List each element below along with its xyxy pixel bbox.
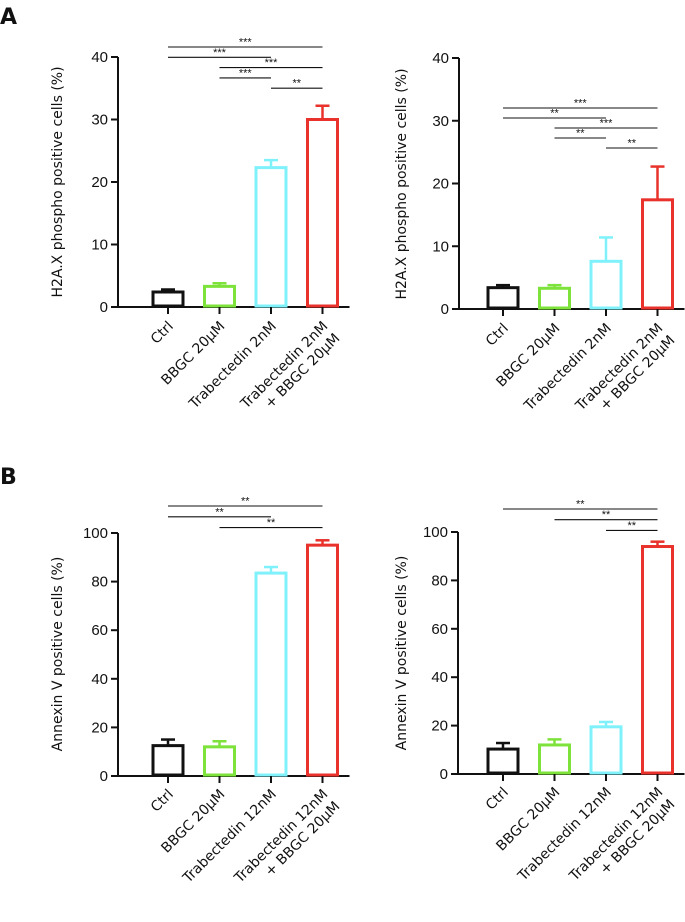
significance-label: ***: [213, 47, 227, 59]
y-tick-label: 40: [91, 49, 108, 66]
y-tick-label: 80: [431, 572, 448, 589]
y-tick-label: 20: [91, 174, 108, 191]
y-axis-title: H2A.X phospho positive cells (%): [394, 68, 410, 299]
y-tick-label: 100: [423, 524, 448, 541]
significance-label: **: [215, 506, 224, 518]
y-tick-label: 0: [100, 299, 108, 316]
y-tick-label: 60: [91, 622, 108, 639]
bar: [203, 745, 236, 777]
bar: [151, 744, 185, 777]
bar: [641, 198, 674, 310]
category-label: Trabectedin 12nM+ BBGC 20μM: [231, 787, 343, 899]
category-label: Ctrl: [483, 785, 512, 814]
bar: [589, 259, 623, 310]
significance-label: **: [602, 509, 611, 521]
y-tick-label: 40: [432, 50, 449, 67]
y-tick-label: 0: [441, 301, 449, 318]
y-tick-label: 40: [431, 669, 448, 686]
significance-label: ***: [600, 118, 614, 130]
significance-label: **: [267, 517, 276, 529]
bar: [486, 286, 520, 310]
bar: [203, 284, 236, 308]
y-tick-label: 30: [432, 113, 449, 130]
category-label-line: Ctrl: [483, 785, 512, 814]
significance-label: ***: [265, 57, 279, 69]
chart-b-left: Annexin V positive cells (%) 0 20 40 60 80 100…: [50, 496, 350, 899]
y-tick-label: 10: [432, 238, 449, 255]
y-tick-label: 0: [100, 768, 108, 785]
bar: [254, 571, 288, 777]
panel-letter-b: B: [0, 465, 17, 490]
bar: [306, 543, 339, 777]
bar: [254, 166, 288, 308]
significance-label: **: [627, 138, 636, 150]
significance-label: ***: [239, 67, 253, 79]
y-tick-label: 80: [91, 574, 108, 591]
y-tick-label: 60: [431, 621, 448, 638]
category-label: Ctrl: [148, 787, 177, 816]
y-axis-title: Annexin V positive cells (%): [50, 557, 66, 752]
y-tick-label: 20: [91, 719, 108, 736]
y-tick-label: 40: [91, 671, 108, 688]
category-label: Ctrl: [148, 319, 177, 348]
y-tick-label: 20: [432, 176, 449, 193]
chart-a-right: H2A.X phospho positive cells (%) 0 10 20 30 4…: [394, 50, 685, 415]
category-label-line: Ctrl: [148, 319, 177, 348]
category-label: Ctrl: [483, 321, 512, 350]
y-tick-label: 10: [91, 237, 108, 254]
significance-label: ***: [574, 98, 588, 110]
bar: [589, 725, 623, 775]
y-axis-title: Annexin V positive cells (%): [394, 556, 410, 751]
significance-label: **: [576, 499, 585, 511]
bar: [486, 747, 520, 775]
y-tick-label: 20: [431, 718, 448, 735]
y-axis-title: H2A.X phospho positive cells (%): [50, 66, 66, 297]
significance-label: **: [576, 128, 585, 140]
category-label-line: Ctrl: [483, 321, 512, 350]
chart-a-left: H2A.X phospho positive cells (%) 0 10 20 30 4…: [50, 37, 350, 413]
chart-b-right: Annexin V positive cells (%) 0 20 40 60 80 100…: [394, 499, 685, 897]
significance-label: **: [550, 108, 559, 120]
category-label: Trabectedin 12nM+ BBGC 20μM: [566, 785, 678, 897]
bar: [538, 743, 571, 775]
significance-label: **: [627, 520, 636, 532]
bar: [538, 286, 571, 310]
bar: [151, 290, 185, 308]
significance-label: **: [241, 496, 250, 508]
bar: [641, 545, 674, 775]
y-tick-label: 30: [91, 112, 108, 129]
y-tick-label: 0: [440, 766, 448, 783]
significance-label: **: [292, 78, 301, 90]
category-label-line: Ctrl: [148, 787, 177, 816]
panel-letter-a: A: [0, 5, 17, 30]
significance-label: ***: [239, 37, 253, 49]
bar: [306, 118, 339, 308]
y-tick-label: 100: [83, 525, 108, 542]
